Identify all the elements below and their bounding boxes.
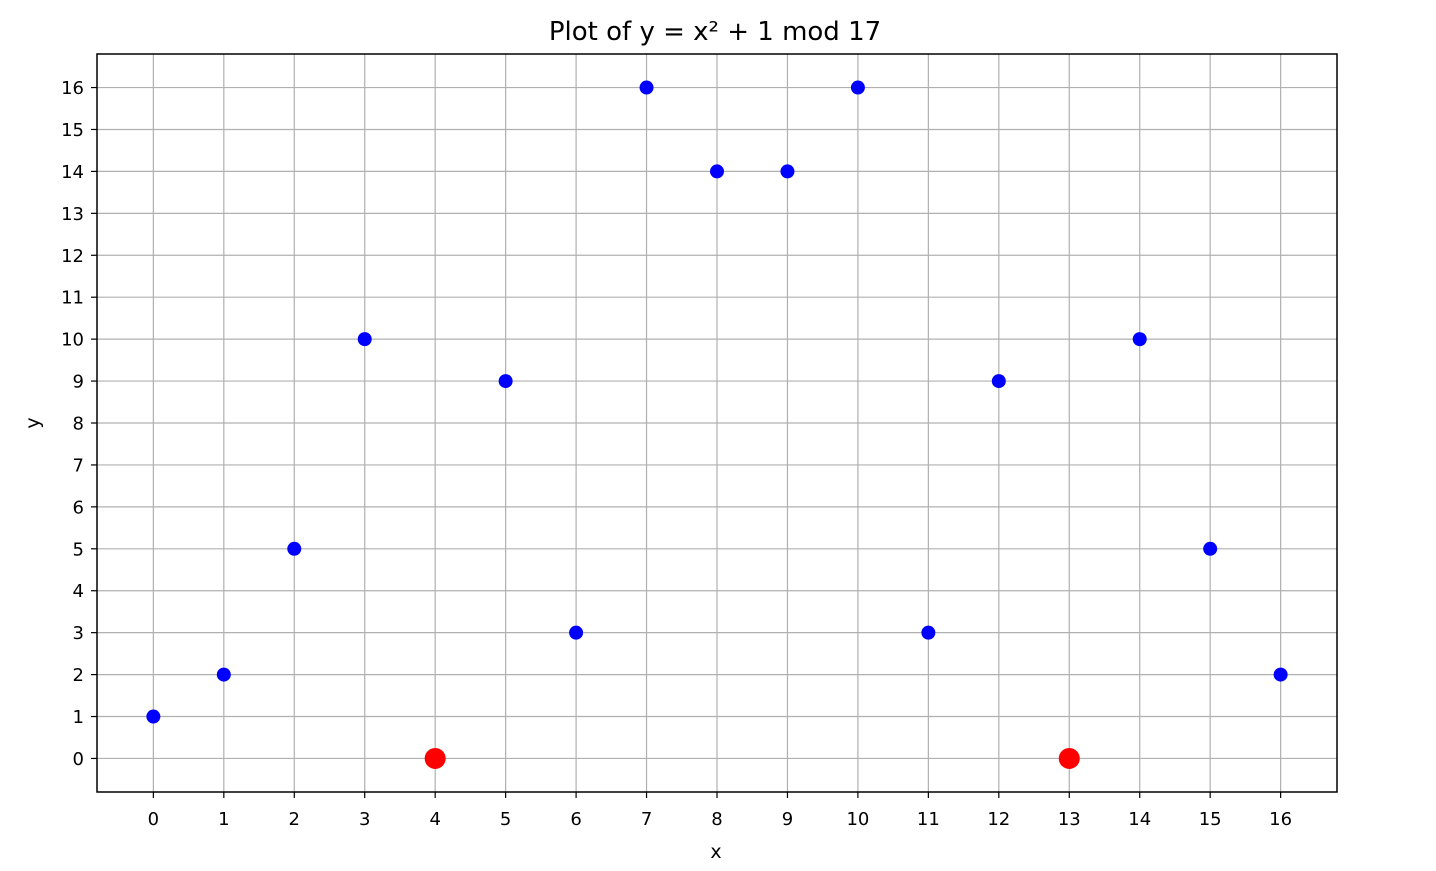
x-tick-label: 3 bbox=[359, 809, 370, 830]
x-tick-label: 5 bbox=[500, 809, 511, 830]
x-tick-label: 15 bbox=[1199, 809, 1222, 830]
chart-title: Plot of y = x² + 1 mod 17 bbox=[549, 17, 881, 47]
x-tick-label: 6 bbox=[570, 809, 581, 830]
y-tick-label: 9 bbox=[73, 372, 84, 393]
y-tick-label: 8 bbox=[73, 414, 84, 435]
data-point bbox=[216, 667, 231, 682]
highlighted-point bbox=[424, 747, 446, 769]
data-point bbox=[710, 164, 724, 179]
data-point bbox=[498, 374, 513, 389]
data-point bbox=[146, 709, 161, 724]
x-tick-label: 8 bbox=[711, 809, 722, 830]
x-tick-label: 16 bbox=[1269, 809, 1292, 830]
y-tick-label: 0 bbox=[73, 749, 84, 770]
y-tick-label: 12 bbox=[61, 246, 84, 267]
y-tick-label: 5 bbox=[73, 539, 84, 560]
data-point bbox=[921, 625, 936, 640]
x-tick-label: 12 bbox=[987, 809, 1010, 830]
axis-ticks: 0 1 2 3 4 5 6 7 8 9 10 11 12 13 14 15 160123456789101112… bbox=[61, 78, 1292, 830]
data-point bbox=[639, 80, 654, 95]
x-tick-label: 9 bbox=[782, 809, 793, 830]
y-tick-label: 3 bbox=[73, 623, 84, 644]
data-point bbox=[780, 164, 795, 179]
x-tick-label: 11 bbox=[917, 809, 940, 830]
data-point bbox=[287, 541, 302, 556]
grid bbox=[97, 54, 1337, 792]
y-axis-label: y bbox=[22, 417, 44, 428]
x-tick-label: 10 bbox=[846, 809, 869, 830]
y-tick-label: 7 bbox=[73, 455, 84, 476]
y-tick-label: 16 bbox=[61, 78, 84, 99]
y-tick-label: 14 bbox=[61, 162, 84, 183]
x-tick-label: 0 bbox=[148, 809, 159, 830]
data-point bbox=[1132, 332, 1147, 347]
x-tick-label: 7 bbox=[641, 809, 652, 830]
highlighted-point bbox=[1058, 747, 1080, 769]
x-tick-label: 2 bbox=[289, 809, 300, 830]
data-point bbox=[357, 332, 372, 347]
y-tick-label: 6 bbox=[73, 497, 84, 518]
x-tick-label: 1 bbox=[218, 809, 229, 830]
y-tick-label: 2 bbox=[73, 665, 84, 686]
y-tick-label: 4 bbox=[73, 581, 84, 602]
data-point bbox=[1203, 541, 1218, 556]
data-points bbox=[146, 80, 1288, 769]
x-tick-label: 4 bbox=[429, 809, 440, 830]
plot-area-frame bbox=[96, 53, 1338, 793]
data-point bbox=[850, 80, 865, 95]
y-tick-label: 11 bbox=[61, 288, 84, 309]
data-point bbox=[569, 625, 584, 640]
y-tick-label: 13 bbox=[61, 204, 84, 225]
y-tick-label: 1 bbox=[73, 707, 84, 728]
data-point bbox=[1273, 667, 1288, 682]
data-point bbox=[991, 374, 1006, 389]
y-tick-label: 15 bbox=[61, 120, 84, 141]
x-axis-label: x bbox=[710, 841, 721, 863]
y-tick-label: 10 bbox=[61, 330, 84, 351]
x-tick-label: 14 bbox=[1128, 809, 1151, 830]
x-tick-label: 13 bbox=[1058, 809, 1081, 830]
